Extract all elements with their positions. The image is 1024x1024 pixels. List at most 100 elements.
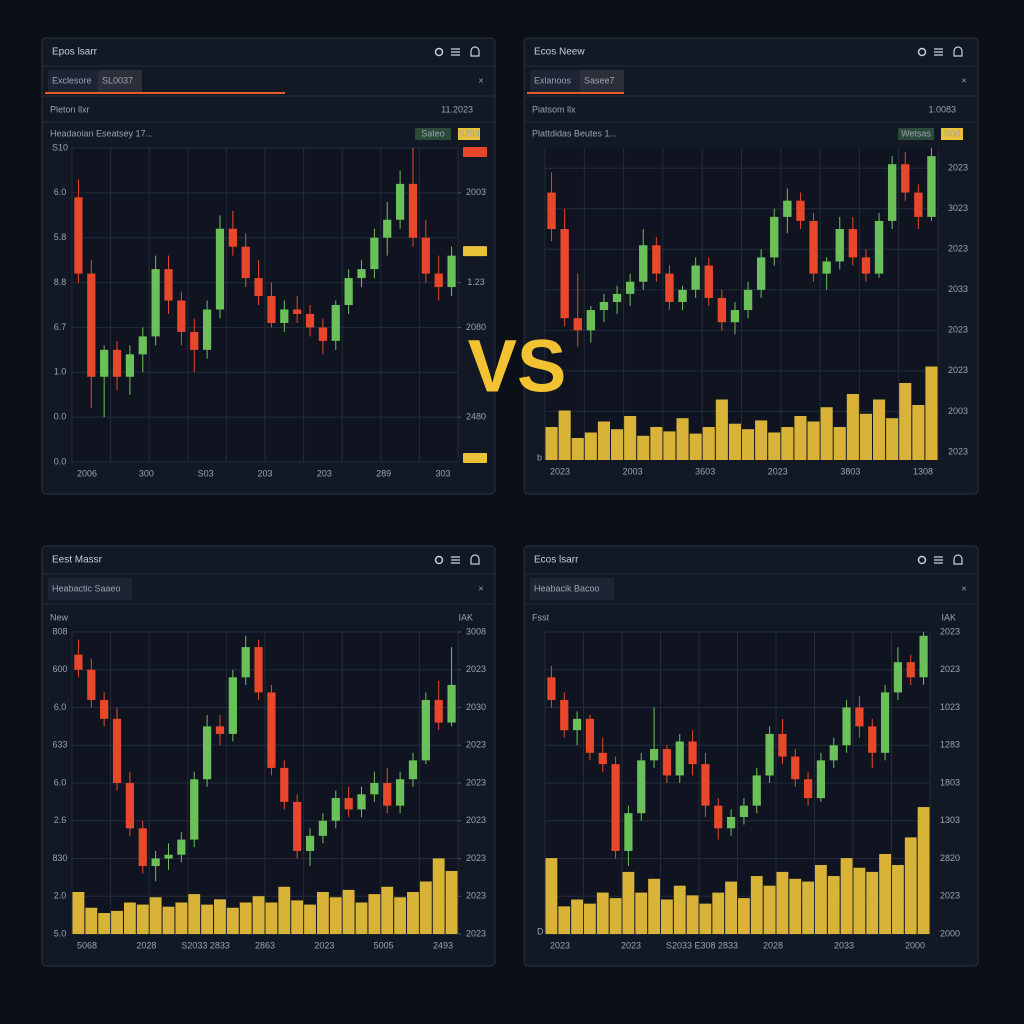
volume-bar [85,907,98,934]
x-tick-label: 2033 [834,940,854,950]
candle-body [190,331,199,350]
candle-body [87,273,96,377]
candle-body [267,296,276,323]
candle-body [599,301,609,311]
candle-body [370,237,379,270]
volume-bar [925,366,938,460]
settings-icon[interactable] [917,47,927,57]
volume-bar [676,418,689,460]
volume-bar [742,429,755,460]
bell-icon[interactable] [470,46,480,57]
tab[interactable] [530,578,614,600]
close-icon[interactable]: × [478,75,483,85]
button[interactable] [941,128,963,140]
candle-body [331,798,340,821]
y-tick-label: 2820 [940,853,960,863]
bell-icon[interactable] [953,46,963,57]
tab-label: Heabactic Saaeo [52,583,121,593]
bell-icon[interactable] [953,554,963,565]
candle-body [809,220,818,274]
volume-bar [445,871,458,934]
volume-bar [686,895,699,934]
x-tick-label: S2033 E308 2833 [666,940,738,950]
volume-bar [820,407,833,460]
x-tick-label: 203 [317,468,332,478]
subtitle-right: 11.2023 [441,104,473,114]
button[interactable] [898,128,934,140]
settings-icon[interactable] [434,47,444,57]
y-tick-label: 2023 [948,446,968,456]
candle-body [112,349,122,377]
volume-bar [725,881,737,934]
y-tick-label: 2023 [940,664,960,674]
candle-body [855,707,864,727]
candle-body [868,726,877,753]
y-tick-label: 2033 [948,284,968,294]
close-icon[interactable]: × [478,583,483,593]
y-tick-label: 830 [52,853,67,863]
y-tick-label: 600 [52,664,67,674]
candle-body [560,699,569,731]
candle-body [783,200,792,217]
candle-body [215,228,225,310]
volume-bar [265,902,278,934]
volume-bar [699,903,712,934]
y2-tick-label: 2023 [466,928,486,938]
settings-icon[interactable] [434,555,444,565]
candle-body [678,289,687,302]
candle-body [421,237,430,274]
candle-body [395,779,405,806]
price-badge [463,147,487,157]
close-icon[interactable]: × [961,583,966,593]
candle-body [164,854,173,859]
tab[interactable] [580,70,624,92]
y-tick-label: 2023 [940,891,960,901]
volume-bar [833,427,846,460]
volume-bar [611,429,624,460]
x-tick-label: 2023 [314,940,334,950]
volume-bar [912,405,925,460]
close-icon[interactable]: × [961,75,966,85]
y-tick-label: 2023 [940,626,960,636]
volume-bar [794,416,807,460]
candle-body [717,297,727,323]
subtitle-right: IAK [458,612,473,622]
button[interactable] [415,128,451,140]
x-tick-label: 2023 [550,940,570,950]
tab[interactable] [530,70,580,92]
candle-body [901,164,910,193]
candle-body [637,760,646,814]
candle-body [447,255,456,288]
candle-body [796,200,805,221]
candle-body [318,820,328,836]
tab[interactable] [48,578,132,600]
subtitle: New [50,612,69,622]
y-tick-label: 1023 [940,702,960,712]
button[interactable] [458,128,480,140]
x-tick-label: 2023 [768,466,788,476]
volume-bar [702,427,715,460]
candle-body [822,261,831,274]
vs-label: VS [468,325,567,408]
button-label: Sateo [421,128,445,138]
y-tick-label: 633 [52,740,67,750]
panel-title: Epos lsarr [52,47,98,58]
tab[interactable] [98,70,142,92]
bell-icon[interactable] [470,554,480,565]
x-tick-label: 303 [435,468,450,478]
volume-bar [768,432,781,460]
volume-bar [188,894,201,934]
corner-label: D [537,926,544,936]
candle-body [344,798,353,810]
volume-bar [886,418,899,460]
y2-tick-label: 2023 [466,777,486,787]
candle-body [87,669,96,700]
volume-bar [316,892,329,934]
candle-body [100,349,109,377]
settings-icon[interactable] [917,555,927,565]
volume-bar [650,427,663,460]
button-label: S203 [458,128,479,138]
y2-tick-label: 2023 [466,891,486,901]
tab[interactable] [48,70,98,92]
x-tick-label: 2023 [621,940,641,950]
